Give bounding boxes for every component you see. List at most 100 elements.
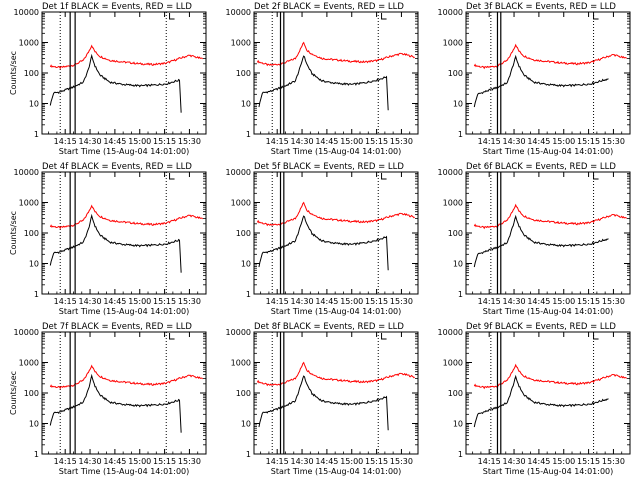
y-tick-label: 100 — [448, 229, 463, 238]
y-tick-label: 100 — [24, 229, 39, 238]
x-tick-label: 14:30 — [79, 137, 102, 146]
x-tick-label: 15:30 — [390, 457, 413, 466]
x-tick-label: 15:15 — [153, 457, 176, 466]
y-tick-label: 100 — [448, 389, 463, 398]
y-tick-label: 1000 — [231, 199, 251, 208]
x-tick-label: 15:00 — [128, 457, 151, 466]
interval-bracket — [593, 173, 599, 180]
x-tick-label: 15:30 — [390, 297, 413, 306]
x-tick-label: 14:15 — [54, 457, 77, 466]
interval-bracket — [593, 333, 599, 340]
y-tick-label: 1000 — [19, 39, 39, 48]
y-tick-label: 10 — [29, 100, 39, 109]
panel-title: Det 8f BLACK = Events, RED = LLD — [254, 322, 404, 332]
x-tick-label: 14:30 — [503, 137, 526, 146]
x-tick-label: 15:15 — [577, 297, 600, 306]
panel-det-1f: Det 1f BLACK = Events, RED = LLD 1 10 100 10… — [9, 2, 207, 156]
y-tick-label: 100 — [236, 229, 251, 238]
y-tick-label: 10000 — [14, 8, 39, 17]
lld-series-line — [473, 203, 628, 230]
events-series-line — [49, 53, 182, 113]
x-tick-label: 15:15 — [365, 297, 388, 306]
x-axis-label: Start Time (15-Aug-04 14:01:00) — [271, 147, 402, 156]
y-tick-label: 10 — [453, 420, 463, 429]
x-axis-label: Start Time (15-Aug-04 14:01:00) — [59, 147, 190, 156]
y-tick-label: 10000 — [438, 168, 463, 177]
y-tick-label: 10 — [241, 100, 251, 109]
x-tick-label: 15:00 — [340, 297, 363, 306]
x-axis-label: Start Time (15-Aug-04 14:01:00) — [59, 467, 190, 476]
x-axis-label: Start Time (15-Aug-04 14:01:00) — [483, 147, 614, 156]
y-tick-label: 1000 — [231, 359, 251, 368]
x-tick-label: 14:30 — [291, 297, 314, 306]
panel-det-8f: Det 8f BLACK = Events, RED = LLD 1 10 100 10… — [226, 322, 419, 476]
panel-det-2f: Det 2f BLACK = Events, RED = LLD 1 10 100 10… — [226, 2, 419, 156]
panel-title: Det 1f BLACK = Events, RED = LLD — [42, 2, 192, 12]
x-axis-label: Start Time (15-Aug-04 14:01:00) — [59, 307, 190, 316]
x-tick-label: 14:15 — [478, 297, 501, 306]
y-tick-label: 1 — [34, 130, 39, 139]
events-series-line — [49, 213, 182, 273]
y-tick-label: 10000 — [226, 168, 251, 177]
x-tick-label: 14:45 — [527, 137, 550, 146]
y-tick-label: 1 — [246, 290, 251, 299]
x-tick-label: 14:15 — [266, 297, 289, 306]
y-tick-label: 10000 — [438, 8, 463, 17]
x-tick-label: 15:15 — [577, 137, 600, 146]
y-axis-label: Counts/sec — [9, 51, 18, 95]
y-tick-label: 1 — [34, 290, 39, 299]
interval-bracket — [381, 333, 387, 340]
x-tick-label: 15:00 — [552, 457, 575, 466]
panel-title: Det 7f BLACK = Events, RED = LLD — [42, 322, 192, 332]
x-tick-label: 14:45 — [103, 297, 126, 306]
y-tick-label: 10000 — [226, 328, 251, 337]
x-tick-label: 15:30 — [390, 137, 413, 146]
events-series-line — [473, 54, 609, 108]
y-tick-label: 100 — [448, 69, 463, 78]
x-tick-label: 15:00 — [340, 457, 363, 466]
x-tick-label: 14:30 — [291, 137, 314, 146]
y-tick-label: 10 — [453, 260, 463, 269]
panel-title: Det 5f BLACK = Events, RED = LLD — [254, 162, 404, 172]
x-tick-label: 14:45 — [103, 457, 126, 466]
x-tick-label: 15:15 — [365, 457, 388, 466]
x-tick-label: 15:30 — [178, 457, 201, 466]
panel-det-5f: Det 5f BLACK = Events, RED = LLD 1 10 100 10… — [226, 162, 419, 316]
y-tick-label: 10 — [29, 420, 39, 429]
x-tick-label: 15:30 — [602, 297, 625, 306]
x-tick-label: 15:00 — [128, 137, 151, 146]
x-tick-label: 14:15 — [54, 137, 77, 146]
x-tick-label: 15:15 — [365, 137, 388, 146]
x-tick-label: 14:15 — [266, 137, 289, 146]
panel-title: Det 4f BLACK = Events, RED = LLD — [42, 162, 192, 172]
x-axis-label: Start Time (15-Aug-04 14:01:00) — [271, 467, 402, 476]
panel-det-3f: Det 3f BLACK = Events, RED = LLD 1 10 100 10… — [438, 2, 631, 156]
y-tick-label: 10 — [29, 260, 39, 269]
interval-bracket — [169, 13, 175, 20]
y-tick-label: 1000 — [443, 199, 463, 208]
y-tick-label: 10000 — [226, 8, 251, 17]
panel-title: Det 2f BLACK = Events, RED = LLD — [254, 2, 404, 12]
y-tick-label: 1000 — [443, 39, 463, 48]
x-axis-label: Start Time (15-Aug-04 14:01:00) — [271, 307, 402, 316]
lld-series-line — [473, 43, 628, 70]
x-tick-label: 15:00 — [128, 297, 151, 306]
x-tick-label: 14:30 — [79, 457, 102, 466]
x-tick-label: 15:30 — [602, 137, 625, 146]
y-tick-label: 1000 — [231, 39, 251, 48]
y-tick-label: 10000 — [14, 168, 39, 177]
x-tick-label: 15:00 — [552, 297, 575, 306]
x-tick-label: 15:30 — [602, 457, 625, 466]
y-tick-label: 1 — [246, 130, 251, 139]
y-tick-label: 10 — [241, 420, 251, 429]
y-tick-label: 1 — [246, 450, 251, 459]
x-tick-label: 14:15 — [54, 297, 77, 306]
x-tick-label: 14:45 — [315, 457, 338, 466]
y-tick-label: 1 — [458, 450, 463, 459]
x-tick-label: 15:15 — [153, 297, 176, 306]
x-tick-label: 14:45 — [315, 297, 338, 306]
x-tick-label: 14:30 — [79, 297, 102, 306]
x-tick-label: 14:45 — [315, 137, 338, 146]
y-tick-label: 1000 — [19, 359, 39, 368]
